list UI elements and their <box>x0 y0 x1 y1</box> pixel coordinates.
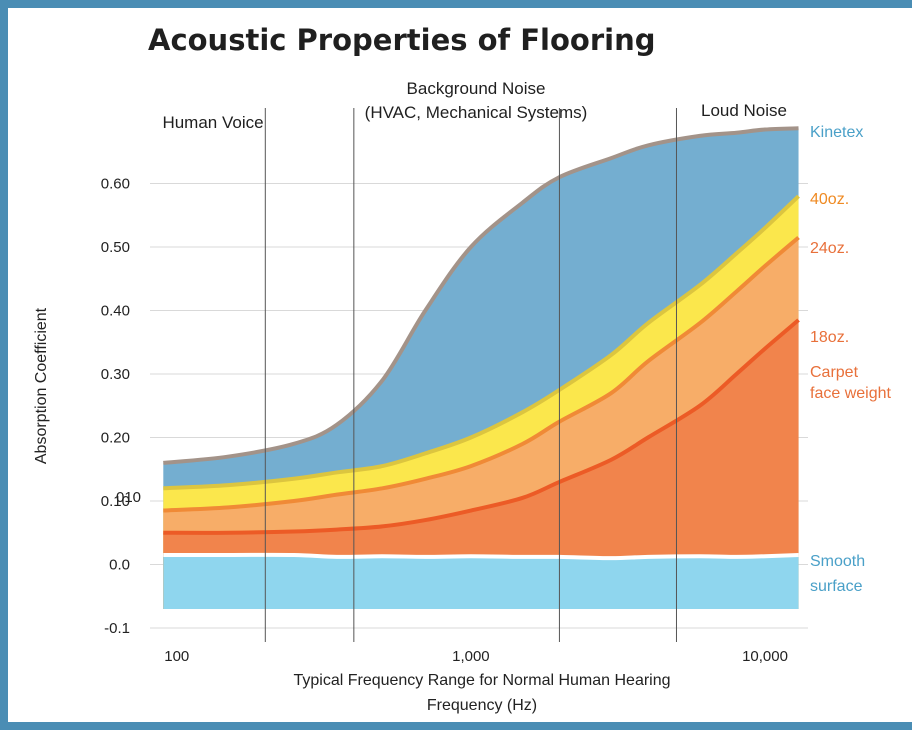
y-tick-label-6: 0.50 <box>101 239 130 256</box>
x-axis-label: Typical Frequency Range for Normal Human… <box>293 672 670 689</box>
y-tick-label-7: 0.60 <box>101 176 130 193</box>
series-label-0: Kinetex <box>810 124 863 141</box>
band-label-1-0: Background Noise <box>407 79 546 98</box>
y-axis-ticks: -0.1 0.0 0.10 0.20 0.30 0.40 0.50 0.60 010 <box>101 176 141 638</box>
y-tick-label-2: 0.10 <box>101 493 130 510</box>
series-label-1: 40oz. <box>810 191 849 208</box>
x-tick-label-0: 100 <box>164 648 189 665</box>
series-label-6: Smooth <box>810 553 865 570</box>
y-tick-note: 010 <box>116 489 141 506</box>
band-label-0-0: Human Voice <box>162 113 263 132</box>
chart-title: Acoustic Properties of Flooring <box>148 23 655 57</box>
series-labels: Kinetex 40oz. 24oz. 18oz. Carpet face weight S… <box>810 124 891 595</box>
band-dividers <box>264 108 677 642</box>
y-tick-label-1: 0.0 <box>109 557 130 574</box>
x-tick-label-1: 1,000 <box>452 648 490 665</box>
y-tick-label-0: -0.1 <box>104 620 130 637</box>
series-label-3: 18oz. <box>810 329 849 346</box>
series-label-5: face weight <box>810 385 891 402</box>
area-smooth-surface <box>163 554 799 609</box>
band-label-1-1: (HVAC, Mechanical Systems) <box>365 103 588 122</box>
band-label-2-0: Loud Noise <box>701 101 787 120</box>
area-18oz- <box>163 320 799 609</box>
chart-frame: Acoustic Properties of Flooring -0.1 0.0 0… <box>8 8 912 722</box>
line-smooth-surface <box>163 552 799 561</box>
x-tick-label-2: 10,000 <box>742 648 788 665</box>
line-kinetex <box>163 126 799 465</box>
y-tick-label-4: 0.30 <box>101 366 130 383</box>
y-tick-label-5: 0.40 <box>101 303 130 320</box>
line-18oz- <box>163 318 800 535</box>
y-axis-label: Absorption Coefficient <box>33 307 50 464</box>
chart-svg: Acoustic Properties of Flooring -0.1 0.0 0… <box>33 23 891 714</box>
y-tick-label-3: 0.20 <box>101 430 130 447</box>
series-label-4: Carpet <box>810 364 859 381</box>
area-series <box>163 126 800 609</box>
series-label-7: surface <box>810 578 863 595</box>
series-label-2: 24oz. <box>810 240 849 257</box>
line-24oz- <box>163 235 800 513</box>
x-axis-ticks: 100 1,000 10,000 <box>164 648 788 665</box>
line-40oz- <box>163 194 800 491</box>
x-axis-label-units: Frequency (Hz) <box>427 697 537 714</box>
frequency-band-labels: Human Voice Background Noise (HVAC, Mechan… <box>162 79 787 132</box>
